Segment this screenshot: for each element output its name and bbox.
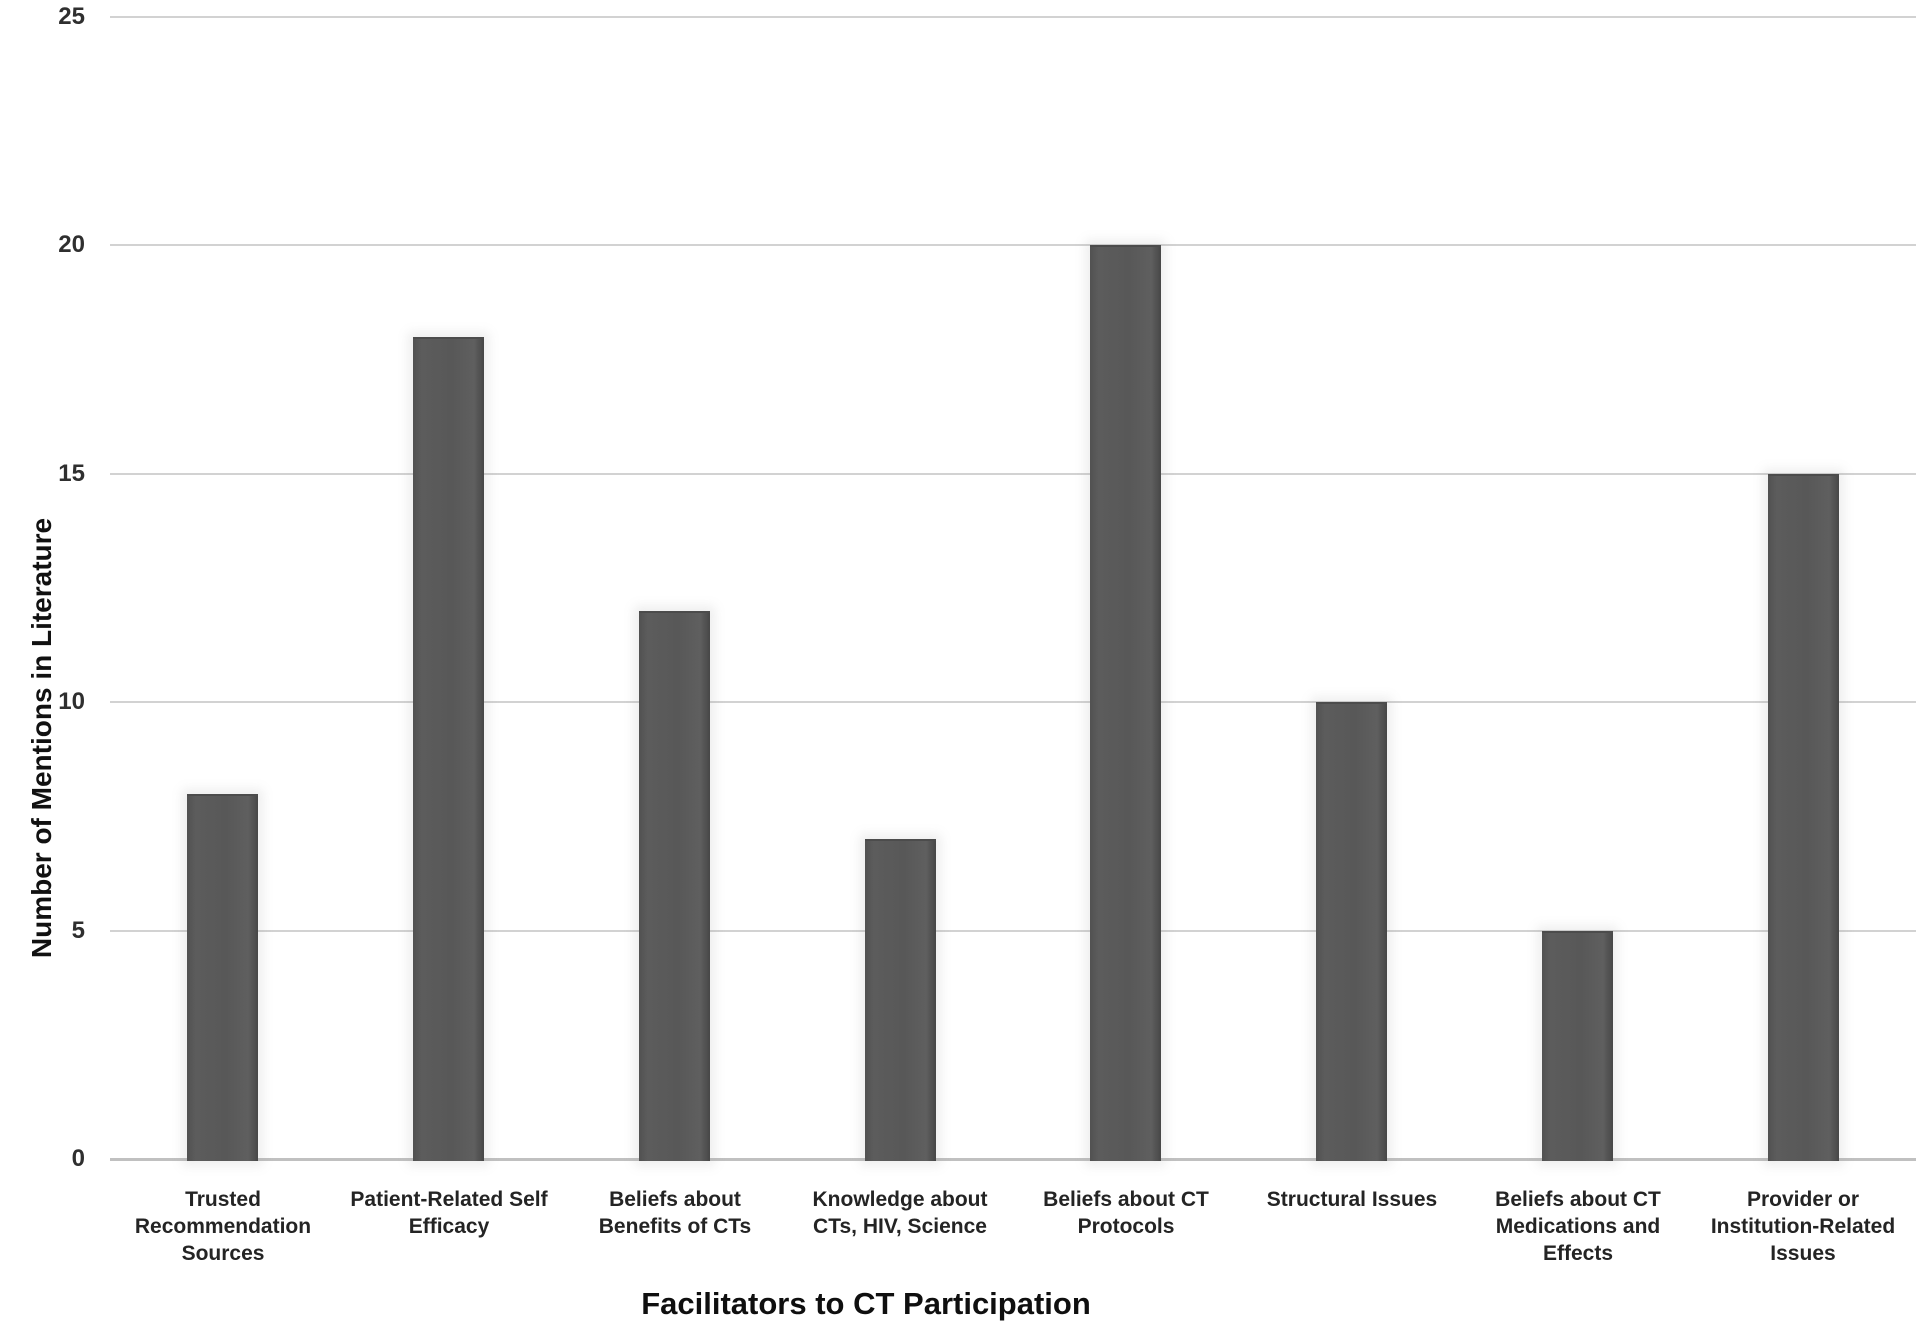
category-label-line: Beliefs about CT <box>1495 1188 1661 1211</box>
bar <box>1542 931 1613 1161</box>
y-tick-label: 0 <box>71 1145 85 1172</box>
y-tick-label: 15 <box>58 460 85 487</box>
category-label-line: CTs, HIV, Science <box>813 1215 987 1238</box>
gridline <box>110 16 1916 18</box>
category-label-line: Effects <box>1542 1242 1614 1265</box>
y-tick-label: 10 <box>58 688 85 715</box>
category-label-line: Efficacy <box>408 1215 490 1238</box>
y-tick-label: 5 <box>71 917 85 944</box>
y-tick-label: 25 <box>58 3 85 30</box>
bar <box>1090 245 1161 1161</box>
category-label: Knowledge about CTs, HIV, Science <box>787 1186 1013 1240</box>
category-label-line: Provider or <box>1746 1188 1860 1211</box>
category-label: Beliefs about CT Medications and Effects <box>1465 1186 1691 1267</box>
gridline <box>110 930 1916 932</box>
y-axis-title: Number of Mentions in Literature <box>26 517 57 959</box>
category-label-line: Medications and <box>1495 1215 1661 1238</box>
bar <box>1316 702 1387 1161</box>
category-label-line: Beliefs about <box>609 1188 741 1211</box>
category-label-line: Trusted <box>185 1188 261 1211</box>
bar <box>865 839 936 1161</box>
y-tick-label: 20 <box>58 231 85 258</box>
category-label-line: Benefits of CTs <box>598 1215 752 1238</box>
category-label: Trusted Recommendation Sources <box>110 1186 336 1267</box>
x-axis-title: Facilitators to CT Participation <box>641 1286 1091 1321</box>
category-label-line: Recommendation <box>134 1215 312 1238</box>
category-label-line: Institution-Related <box>1710 1215 1896 1238</box>
bar <box>639 611 710 1161</box>
category-label-line: Issues <box>1770 1242 1836 1265</box>
category-label-line: Patient-Related Self <box>350 1188 548 1211</box>
category-label-line: Sources <box>181 1242 265 1265</box>
bar <box>187 794 258 1161</box>
gridline <box>110 473 1916 475</box>
category-label: Beliefs about Benefits of CTs <box>562 1186 788 1240</box>
category-label-line: Protocols <box>1077 1215 1175 1238</box>
category-label: Provider or Institution-Related Issues <box>1690 1186 1916 1267</box>
category-label: Structural Issues <box>1239 1186 1465 1213</box>
bar <box>413 337 484 1161</box>
bar <box>1768 474 1839 1161</box>
x-axis-line <box>110 1158 1916 1161</box>
category-label-line: Knowledge about <box>812 1188 988 1211</box>
gridline <box>110 244 1916 246</box>
category-label-line: Structural Issues <box>1266 1188 1438 1211</box>
category-label: Patient-Related Self Efficacy <box>336 1186 562 1240</box>
gridline <box>110 701 1916 703</box>
category-label-line: Beliefs about CT <box>1043 1188 1209 1211</box>
category-label: Beliefs about CT Protocols <box>1013 1186 1239 1240</box>
